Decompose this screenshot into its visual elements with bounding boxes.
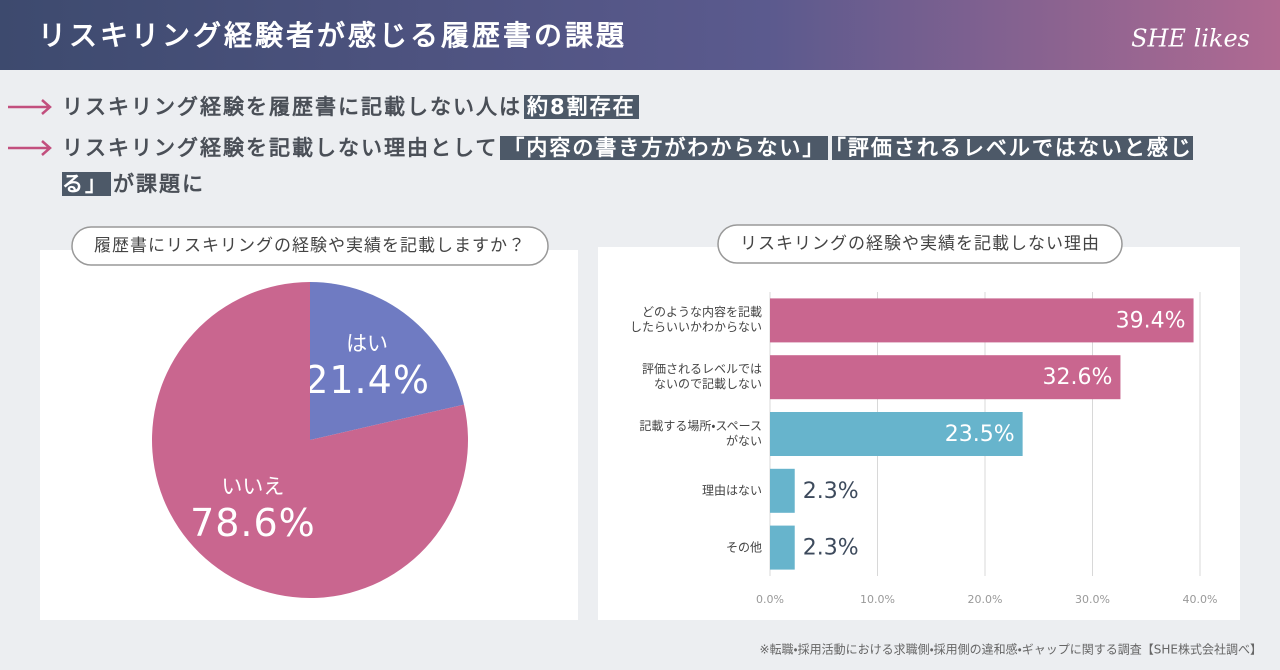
bar [770,525,795,570]
arrow [8,140,52,156]
y-tick-label: その他 [725,540,762,555]
value-label: 2.3% [803,536,859,561]
header-band [0,0,1280,70]
x-tick-label: 30.0% [1075,593,1110,606]
slice-label: はい [346,331,388,355]
arrows [8,99,52,156]
title-pill [717,224,1123,264]
title-pill [71,226,549,266]
slice-value: 21.4% [304,358,430,402]
pie-slice [310,282,464,440]
arrow [8,99,52,115]
chart-title: リスキリングの経験や実績を記載しない理由 [740,234,1100,254]
value-label: 2.3% [803,479,859,504]
bar [770,355,1121,400]
bullet: リスキリング経験を記載しない理由として 「内容の書き方がわからない」 「評価されるレ… [62,130,1222,202]
x-tick-label: 10.0% [860,593,895,606]
x-tick-label: 40.0% [1183,593,1218,606]
value-label: 39.4% [1116,308,1186,333]
slice-value: 78.6% [190,501,316,545]
chart-title: 履歴書にリスキリングの経験や実績を記載しますか？ [94,236,526,256]
y-tick-label: 記載する場所・スペース がない [639,419,762,448]
x-tick-label: 0.0% [756,593,784,606]
slice-label: いいえ [221,475,284,499]
value-label: 32.6% [1043,365,1113,390]
highlight: 約8割存在 [524,95,639,119]
bar [770,298,1194,343]
y-tick-label: 理由はない [701,483,762,498]
bullet-text: リスキリング経験を履歴書に記載しない人は [62,95,522,119]
x-tick-label: 20.0% [968,593,1003,606]
footnote: ※転職・採用活動における求職側・採用側の違和感・ギャップに関する調査【SHE株式… [759,642,1262,657]
y-tick-label: どのような内容を記載 したらいいかわからない [629,305,762,335]
bullet-text: リスキリング経験を記載しない理由として [62,136,499,160]
bar [770,412,1023,456]
page-title: リスキリング経験者が感じる履歴書の課題 [38,19,627,52]
bar [770,468,795,513]
bullet-text: が課題に [113,172,205,196]
bullet: リスキリング経験を履歴書に記載しない人は 約8割存在 [62,89,1222,125]
logo: SHE likes [1131,25,1250,53]
y-tick-label: 評価されるレベルでは ないので記載しない [641,362,762,392]
value-label: 23.5% [945,422,1015,447]
pie-slice [152,282,468,599]
highlight: 「内容の書き方がわからない」 [500,136,829,160]
